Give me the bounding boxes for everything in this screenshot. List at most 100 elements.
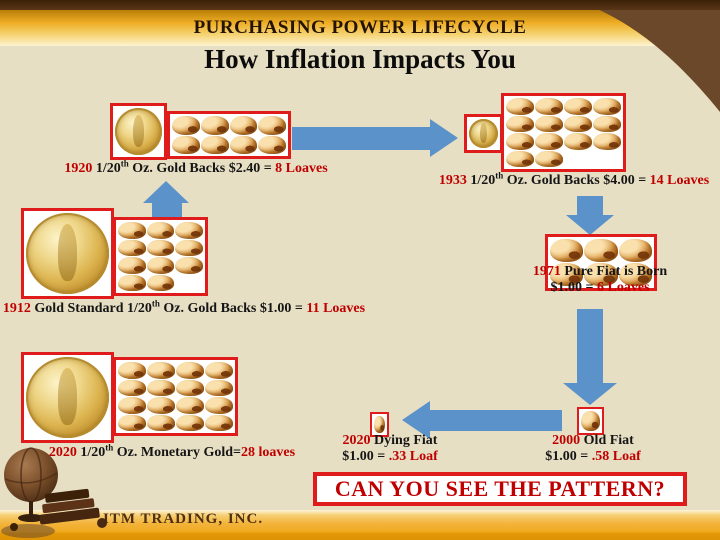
label-1920: 1920 1/20th Oz. Gold Backs $2.40 = 8 Loa… (64, 158, 328, 177)
bread-loaf-icon (535, 133, 563, 150)
gold-coin-icon (115, 108, 162, 155)
bread-box-1912 (113, 217, 208, 296)
bread-loaf-icon (593, 133, 621, 150)
bread-grid-2020-gold (117, 361, 234, 432)
year-1920: 1920 (64, 161, 93, 176)
bread-loaf-icon (118, 362, 146, 379)
pattern-banner: CAN YOU SEE THE PATTERN? (313, 472, 687, 506)
bread-loaf-icon (175, 222, 203, 239)
bread-loaf-icon (593, 115, 621, 132)
bread-loaf-icon (550, 239, 584, 262)
bread-loaf-icon (176, 414, 204, 431)
label-1971: 1971 Pure Fiat is Born $1.00 = 6 Loaves (533, 264, 667, 296)
bread-loaf-icon (581, 411, 600, 431)
bread-grid-1933 (505, 97, 622, 168)
label-value: 11 Loaves (306, 301, 366, 316)
bread-loaf-icon (535, 98, 563, 115)
bread-loaf-icon (172, 116, 200, 135)
bread-loaf-icon (176, 397, 204, 414)
label-sup: th (495, 170, 504, 181)
label-1912: 1912 Gold Standard 1/20th Oz. Gold Backs… (3, 298, 366, 317)
label-text: 1/20 (76, 445, 106, 460)
bread-grid-1971 (549, 238, 653, 287)
arrow-1933-to-1971 (577, 196, 603, 215)
coin-box-1912 (21, 208, 114, 299)
year-2000: 2000 (552, 433, 581, 448)
bread-loaf-icon (550, 263, 584, 286)
bread-loaf-icon (584, 239, 618, 262)
label-text: 1/20 (92, 161, 121, 176)
bread-loaf-icon (229, 116, 258, 135)
bread-loaf-icon (205, 397, 233, 414)
label-value: 14 Loaves (649, 173, 710, 188)
coin-box-1933 (464, 114, 503, 153)
bread-loaf-icon (229, 135, 258, 154)
bread-loaf-icon (205, 362, 233, 379)
bread-loaf-icon (205, 414, 233, 431)
bread-loaf-icon (506, 133, 534, 150)
footer-company: ITM TRADING, INC. (103, 511, 264, 527)
bread-loaf-icon (118, 257, 146, 274)
bread-box-2020-gold (113, 357, 238, 436)
label-text: Dying Fiat (370, 433, 438, 448)
bread-loaf-icon (618, 239, 652, 262)
bread-loaf-icon (176, 379, 204, 396)
banner-title: PURCHASING POWER LIFECYCLE (193, 17, 527, 38)
bread-loaf-icon (118, 397, 146, 414)
label-text: $1.00 = (342, 449, 389, 464)
bread-loaf-icon (200, 116, 229, 135)
year-1971: 1971 (532, 264, 561, 279)
arrow-1971-to-2000 (577, 309, 603, 383)
label-text: 1/20 (466, 173, 496, 188)
arrow-1912-to-1920 (152, 202, 182, 217)
bread-box-1971 (545, 234, 657, 291)
bread-box-2000 (577, 407, 604, 435)
label-value: 8 Loaves (275, 161, 328, 176)
label-value: .33 Loaf (388, 449, 438, 464)
year-2020-fiat: 2020 (342, 433, 371, 448)
bread-loaf-icon (564, 133, 592, 150)
bread-loaf-icon (200, 135, 229, 154)
bread-loaf-icon (118, 239, 146, 256)
bread-loaf-icon (146, 274, 175, 291)
bread-loaf-icon (147, 397, 175, 414)
arrow-up-icon (143, 181, 189, 203)
bread-box-2020-fiat (370, 412, 389, 437)
label-1933: 1933 1/20th Oz. Gold Backs $4.00 = 14 Lo… (439, 170, 710, 189)
bread-loaf-icon (205, 379, 233, 396)
bread-loaf-icon (506, 98, 534, 115)
arrow-1920-to-1933 (292, 127, 432, 150)
bread-loaf-icon (535, 150, 563, 167)
bread-loaf-icon (118, 222, 146, 239)
label-text: Gold Standard 1/20 (30, 301, 152, 316)
bread-loaf-icon (535, 115, 563, 132)
label-text: $1.00 = (550, 280, 597, 295)
bread-loaf-icon (118, 379, 146, 396)
label-sup: th (151, 298, 160, 309)
bread-loaf-icon (147, 414, 175, 431)
bread-loaf-icon (172, 135, 200, 154)
gold-coin-icon (26, 213, 109, 294)
bread-box-1920 (167, 111, 291, 159)
label-sup: th (120, 158, 129, 169)
arrow-down-icon (566, 215, 614, 235)
bread-grid-2000 (580, 410, 601, 432)
bread-loaf-icon (506, 150, 534, 167)
label-2000: 2000 Old Fiat $1.00 = .58 Loaf (545, 433, 640, 465)
corner-curve-decoration (575, 0, 720, 112)
gold-coin-icon (26, 357, 109, 438)
arrow-2000-to-2020 (430, 410, 562, 431)
bread-loaf-icon (147, 379, 175, 396)
bread-grid-2020-fiat (373, 415, 386, 434)
label-value: .58 Loaf (591, 449, 641, 464)
header-band: PURCHASING POWER LIFECYCLE (0, 10, 720, 46)
label-2020-fiat: 2020 Dying Fiat $1.00 = .33 Loaf (342, 433, 437, 465)
footer-band (0, 510, 720, 540)
coin-box-2020-gold (21, 352, 114, 443)
arrow-left-icon (402, 401, 430, 439)
bread-loaf-icon (618, 263, 652, 286)
bread-grid-1920 (171, 115, 287, 155)
coin-box-1920 (110, 103, 167, 160)
label-text: Old Fiat (580, 433, 634, 448)
bread-loaf-icon (564, 98, 592, 115)
